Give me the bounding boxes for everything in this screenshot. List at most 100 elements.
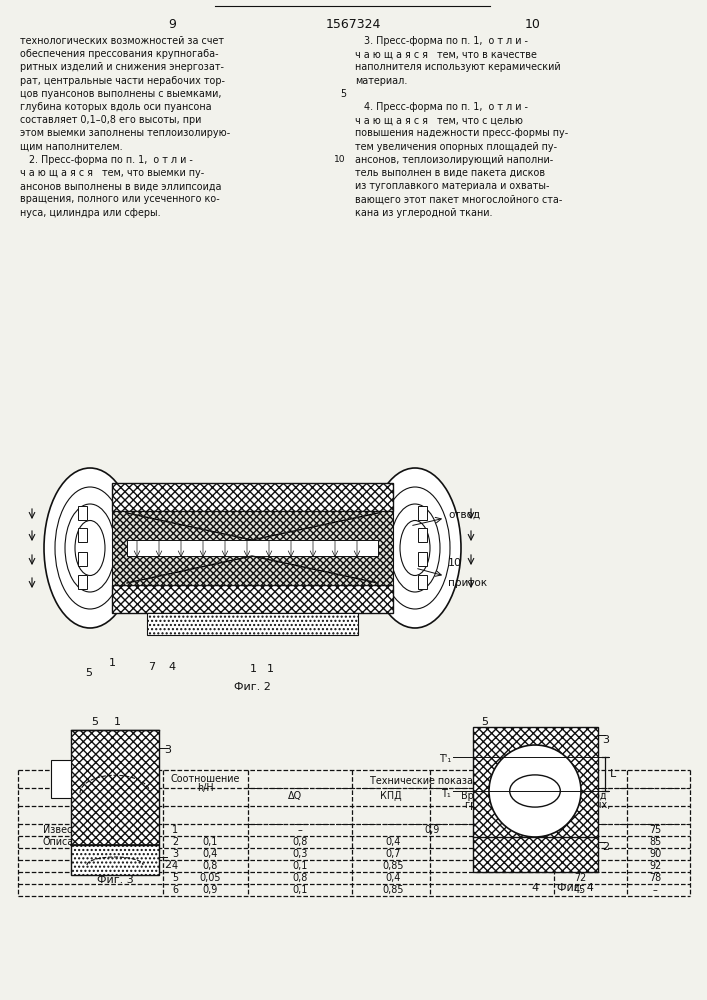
Text: 0,3: 0,3 bbox=[292, 849, 308, 859]
Text: 5: 5 bbox=[340, 89, 346, 99]
Text: 1: 1 bbox=[267, 664, 274, 674]
Text: 0,9: 0,9 bbox=[202, 885, 218, 895]
Text: 5: 5 bbox=[86, 668, 93, 678]
Text: –: – bbox=[298, 825, 303, 835]
Text: 7: 7 bbox=[588, 822, 594, 832]
Text: 4. Пресс-форма по п. 1,  о т л и -: 4. Пресс-форма по п. 1, о т л и - bbox=[355, 102, 528, 112]
Text: наполнителя используют керамический: наполнителя используют керамический bbox=[355, 62, 561, 72]
Text: 5: 5 bbox=[322, 486, 329, 496]
Text: глубина которых вдоль оси пуансона: глубина которых вдоль оси пуансона bbox=[20, 102, 211, 112]
Text: ч а ю щ а я с я   тем, что в качестве: ч а ю щ а я с я тем, что в качестве bbox=[355, 49, 537, 59]
Text: 10: 10 bbox=[525, 18, 541, 31]
Text: 0,05: 0,05 bbox=[199, 873, 221, 883]
Ellipse shape bbox=[510, 775, 561, 807]
Text: Фиг. 4: Фиг. 4 bbox=[556, 883, 593, 893]
Text: ч а ю щ а я с я   тем, что с целью: ч а ю щ а я с я тем, что с целью bbox=[355, 115, 523, 125]
Text: 0,8: 0,8 bbox=[292, 873, 308, 883]
Text: 10: 10 bbox=[448, 558, 462, 568]
Text: щим наполнителем.: щим наполнителем. bbox=[20, 142, 122, 152]
Text: 0,8: 0,8 bbox=[202, 861, 218, 871]
Text: обеспечения прессования крупногаба-: обеспечения прессования крупногаба- bbox=[20, 49, 218, 59]
Text: 92: 92 bbox=[649, 861, 661, 871]
Bar bbox=[71, 730, 159, 845]
Text: S₂: S₂ bbox=[545, 796, 554, 805]
Text: Соотношение: Соотношение bbox=[171, 774, 240, 784]
Text: L: L bbox=[610, 769, 617, 779]
Bar bbox=[418, 528, 427, 542]
Text: T₂: T₂ bbox=[537, 788, 546, 797]
Text: 4: 4 bbox=[532, 883, 539, 893]
Bar bbox=[112, 511, 393, 585]
Text: 85: 85 bbox=[649, 837, 661, 847]
Text: вращения, полного или усеченного ко-: вращения, полного или усеченного ко- bbox=[20, 194, 220, 204]
Text: 0,4: 0,4 bbox=[480, 825, 496, 835]
Text: 1: 1 bbox=[172, 825, 178, 835]
Text: составляет 0,1–0,8 его высоты, при: составляет 0,1–0,8 его высоты, при bbox=[20, 115, 201, 125]
Text: цов пуансонов выполнены с выемками,: цов пуансонов выполнены с выемками, bbox=[20, 89, 221, 99]
Text: 1: 1 bbox=[114, 717, 120, 727]
Text: T'₂: T'₂ bbox=[520, 754, 532, 764]
Text: 6: 6 bbox=[238, 488, 245, 498]
Bar bbox=[473, 727, 598, 872]
Text: 2. Пресс-форма по п. 1,  о т л и -: 2. Пресс-форма по п. 1, о т л и - bbox=[20, 155, 193, 165]
Text: 5: 5 bbox=[481, 717, 488, 727]
Text: 72: 72 bbox=[574, 873, 586, 883]
Text: ансонов выполнены в виде эллипсоида: ансонов выполнены в виде эллипсоида bbox=[20, 181, 221, 191]
Text: тем увеличения опорных площадей пу-: тем увеличения опорных площадей пу- bbox=[355, 142, 557, 152]
Text: 1: 1 bbox=[250, 664, 257, 674]
Bar bbox=[418, 575, 427, 589]
Bar bbox=[51, 760, 71, 798]
Text: Известная: Известная bbox=[44, 825, 96, 835]
Text: 5: 5 bbox=[172, 873, 178, 883]
Text: Время разо-: Время разо- bbox=[461, 791, 522, 801]
Bar bbox=[147, 613, 358, 635]
Text: Фиг. 3: Фиг. 3 bbox=[97, 875, 134, 885]
Bar bbox=[112, 483, 393, 511]
Text: Фиг. 2: Фиг. 2 bbox=[233, 682, 271, 692]
Text: 0,9: 0,9 bbox=[424, 825, 440, 835]
Text: 45: 45 bbox=[574, 885, 586, 895]
Text: 0,1: 0,1 bbox=[202, 837, 218, 847]
Text: ансонов, теплоизолирующий наполни-: ансонов, теплоизолирующий наполни- bbox=[355, 155, 554, 165]
Text: 0,4: 0,4 bbox=[385, 873, 401, 883]
Bar bbox=[112, 585, 393, 613]
Text: 90: 90 bbox=[574, 825, 586, 835]
Text: 4: 4 bbox=[91, 867, 98, 877]
Text: 2: 2 bbox=[172, 837, 178, 847]
Text: 2: 2 bbox=[164, 860, 171, 870]
Text: 1567324: 1567324 bbox=[325, 18, 380, 31]
Text: 0,8: 0,8 bbox=[292, 837, 308, 847]
Bar bbox=[418, 552, 427, 566]
Text: кана из углеродной ткани.: кана из углеродной ткани. bbox=[355, 208, 493, 218]
Bar bbox=[78, 552, 87, 566]
Text: материал.: материал. bbox=[355, 76, 407, 86]
Text: 4: 4 bbox=[172, 861, 178, 871]
Text: T'₁: T'₁ bbox=[439, 754, 451, 764]
Text: приток: приток bbox=[448, 578, 487, 588]
Text: 2: 2 bbox=[602, 842, 609, 852]
Text: 3: 3 bbox=[164, 745, 171, 755]
Text: 9: 9 bbox=[168, 18, 176, 31]
Text: повышения надежности пресс-формы пу-: повышения надежности пресс-формы пу- bbox=[355, 128, 568, 138]
Text: 5: 5 bbox=[91, 717, 98, 727]
Bar bbox=[78, 575, 87, 589]
Text: ΔQ: ΔQ bbox=[288, 791, 302, 801]
Text: 3: 3 bbox=[172, 849, 178, 859]
Ellipse shape bbox=[369, 468, 461, 628]
Text: 12: 12 bbox=[295, 486, 309, 496]
Text: 0,1: 0,1 bbox=[292, 861, 308, 871]
Text: 0,85: 0,85 bbox=[382, 861, 404, 871]
Text: h/H: h/H bbox=[197, 783, 214, 793]
Text: грева, мин: грева, мин bbox=[464, 800, 520, 810]
Text: вающего этот пакет многослойного ста-: вающего этот пакет многослойного ста- bbox=[355, 194, 562, 204]
Text: технологических возможностей за счет: технологических возможностей за счет bbox=[20, 36, 224, 46]
Text: 6: 6 bbox=[172, 885, 178, 895]
Text: 75: 75 bbox=[649, 825, 661, 835]
Text: 0,4: 0,4 bbox=[385, 837, 401, 847]
Text: S₁: S₁ bbox=[525, 803, 534, 812]
Text: тель выполнен в виде пакета дисков: тель выполнен в виде пакета дисков bbox=[355, 168, 545, 178]
Bar bbox=[418, 506, 427, 520]
Text: 10: 10 bbox=[334, 155, 346, 164]
Text: 60: 60 bbox=[574, 837, 586, 847]
Text: 1: 1 bbox=[108, 658, 115, 668]
